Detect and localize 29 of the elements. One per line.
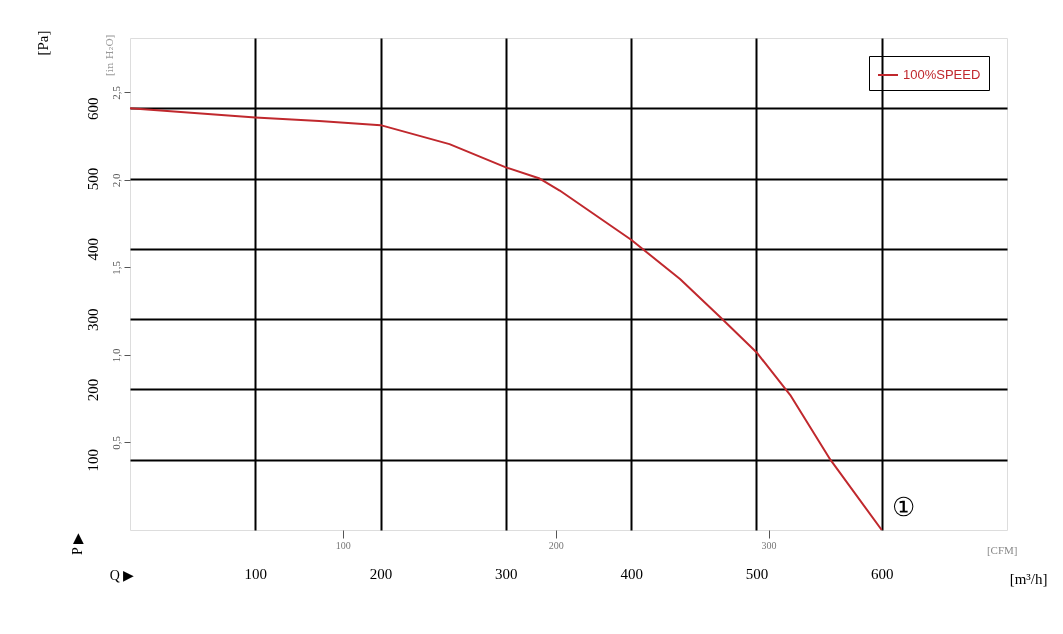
line-series (129, 107, 883, 531)
y-tick-label: 600 (84, 97, 101, 121)
x-tick-label: 300 (495, 565, 518, 582)
y-tick-label: 100 (84, 448, 101, 472)
legend-label: 100%SPEED (903, 67, 981, 82)
y-tick-label: 200 (84, 378, 101, 402)
x2-tick-label: 100 (335, 539, 351, 551)
y2-axis-title: [in H₂O] (103, 34, 115, 77)
y-tick-label: 300 (84, 308, 101, 331)
y-tick-label: 400 (84, 238, 101, 261)
y-axis-title: [Pa] (34, 30, 51, 56)
y2-tick-label: 2,5 (109, 85, 122, 100)
y2-tick-label: 0,5 (109, 435, 122, 450)
x-tick-label: 200 (369, 565, 393, 582)
x-axis-title: [m³/h] (1009, 570, 1048, 587)
x2-tick-label: 300 (761, 539, 777, 551)
annotation: ① (892, 493, 916, 522)
x2-axis-title: [CFM] (986, 543, 1018, 556)
y2-tick-label: 1,5 (109, 260, 122, 275)
x2-tick-label: 200 (548, 539, 564, 551)
y2-tick-label: 2,0 (109, 172, 122, 188)
y2-tick-label: 1,0 (109, 348, 122, 363)
x-tick-label: 100 (244, 565, 268, 582)
y-tick-label: 500 (84, 167, 101, 191)
x-tick-label: 400 (620, 565, 643, 582)
text: P ▶ (70, 533, 85, 555)
text: Q ▶ (109, 568, 135, 583)
x-tick-label: 500 (745, 565, 769, 582)
x-tick-label: 600 (870, 565, 894, 582)
